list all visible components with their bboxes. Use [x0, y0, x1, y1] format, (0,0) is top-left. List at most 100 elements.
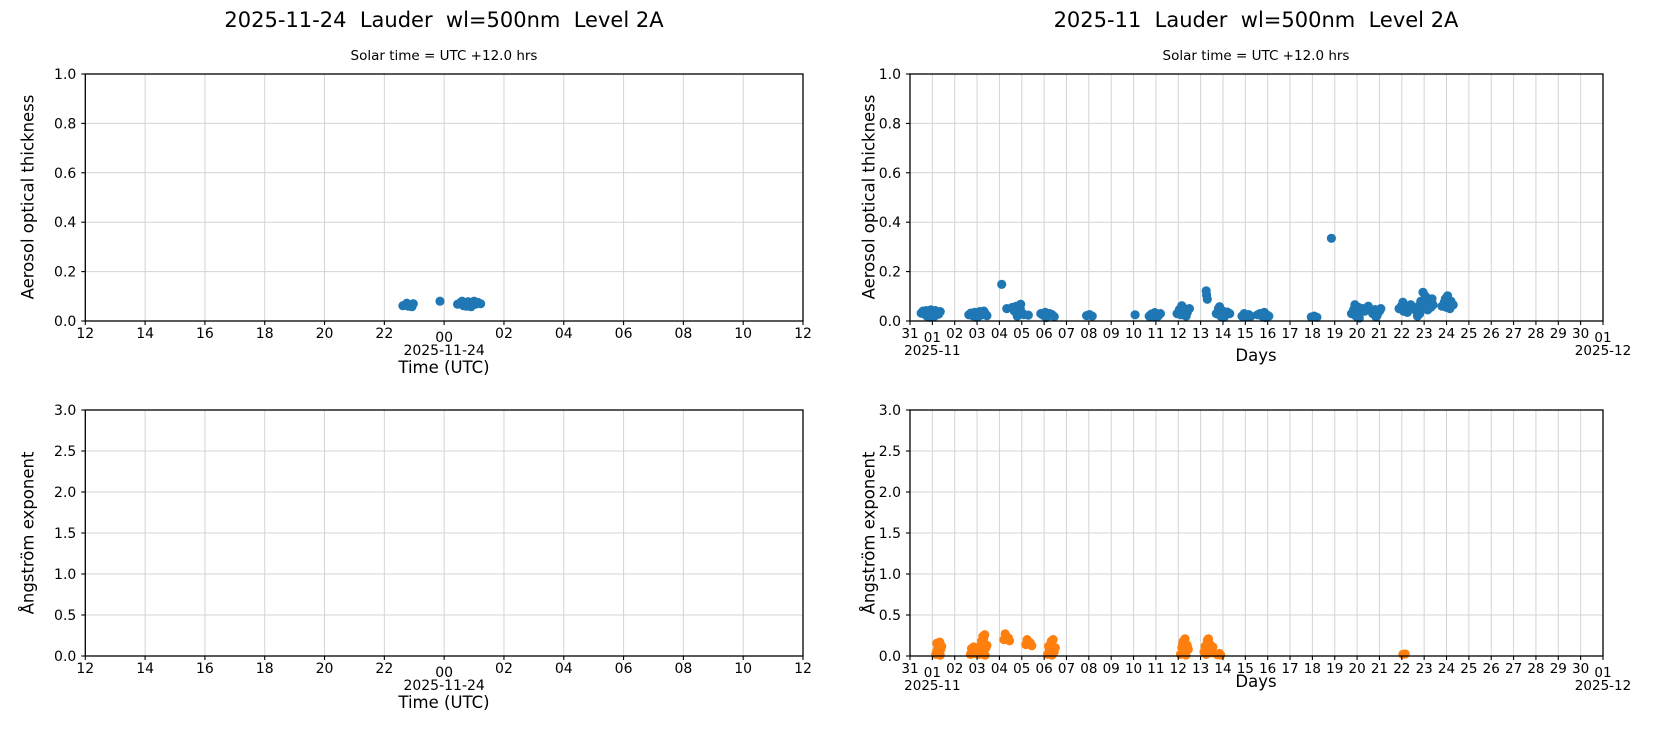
tick-label: 08 [674, 326, 692, 342]
data-point [1208, 642, 1218, 652]
tick-label: 04 [555, 326, 573, 342]
data-point [1326, 233, 1336, 243]
tick-label: 18 [1304, 661, 1321, 677]
top-left-subtitle: Solar time = UTC +12.0 hrs [350, 48, 538, 64]
tick-date-label: 2025-11 [904, 343, 960, 359]
tick-label: 2.0 [54, 485, 76, 501]
tick-label: 2.5 [54, 444, 76, 460]
tick-label: 1.0 [879, 67, 901, 83]
tick-label: 29 [1550, 326, 1567, 342]
data-point [1177, 301, 1187, 311]
tick-label: 12 [794, 661, 812, 677]
tick-label: 01 [924, 665, 941, 681]
top-left-title: 2025-11-24 Lauder wl=500nm Level 2A [224, 8, 664, 32]
tick-label: 28 [1527, 661, 1544, 677]
data-point [1027, 641, 1037, 651]
tick-label: 10 [1125, 661, 1142, 677]
tick-label: 30 [1572, 326, 1589, 342]
tick-label: 2.0 [879, 485, 901, 501]
data-point [1219, 312, 1229, 322]
tick-label: 0.4 [879, 215, 901, 231]
data-point [462, 301, 472, 311]
tick-label: 18 [1304, 326, 1321, 342]
data-point [1412, 311, 1423, 321]
tick-label: 25 [1460, 326, 1477, 342]
data-point [1376, 304, 1386, 314]
tick-label: 0.0 [54, 649, 76, 665]
tick-label: 14 [136, 661, 154, 677]
bottom-left-x-axis-label: Time (UTC) [398, 693, 490, 712]
tick-label: 22 [375, 661, 393, 677]
tick-label: 05 [1013, 326, 1030, 342]
tick-label: 31 [901, 661, 918, 677]
tick-label: 14 [136, 326, 154, 342]
data-point [1087, 311, 1097, 321]
data-point [1354, 313, 1364, 323]
data-point [1041, 312, 1051, 323]
tick-label: 0.0 [879, 314, 901, 330]
data-point [1016, 299, 1026, 309]
tick-label: 3.0 [54, 403, 76, 419]
tick-label: 28 [1527, 326, 1544, 342]
tick-label: 21 [1371, 661, 1388, 677]
tick-label: 0.8 [879, 116, 901, 132]
tick-label: 16 [1259, 326, 1276, 342]
tick-label: 16 [1259, 661, 1276, 677]
tick-label: 19 [1326, 326, 1343, 342]
tick-date-label: 2025-12 [1575, 343, 1631, 359]
data-point [435, 296, 445, 306]
data-point [1215, 302, 1225, 312]
bottom-right-x-axis-label: Days [1235, 672, 1277, 691]
data-point [978, 631, 988, 641]
tick-label: 17 [1281, 661, 1298, 677]
tick-label: 26 [1483, 326, 1500, 342]
tick-label: 07 [1058, 661, 1075, 677]
tick-label: 25 [1460, 661, 1477, 677]
tick-label: 00 [435, 665, 453, 681]
data-point [407, 302, 417, 312]
tick-label: 13 [1192, 661, 1209, 677]
data-point [1181, 311, 1191, 321]
tick-label: 10 [734, 326, 752, 342]
tick-label: 08 [674, 661, 692, 677]
data-point [1406, 300, 1416, 310]
tick-label: 12 [1170, 661, 1187, 677]
tick-label: 03 [968, 326, 985, 342]
tick-date-label: 2025-11-24 [403, 343, 484, 359]
tick-label: 1.5 [879, 526, 901, 542]
tick-label: 26 [1483, 661, 1500, 677]
tick-label: 12 [794, 326, 812, 342]
bottom-right-y-axis-label: Ångström exponent [859, 451, 879, 615]
tick-label: 27 [1505, 661, 1522, 677]
data-point [1216, 650, 1226, 660]
tick-label: 06 [615, 661, 633, 677]
bottom-left-y-axis-label: Ångström exponent [18, 451, 38, 615]
tick-label: 0.6 [54, 166, 76, 182]
tick-label: 22 [1393, 326, 1410, 342]
top-right-subtitle: Solar time = UTC +12.0 hrs [1162, 48, 1350, 64]
tick-label: 0.0 [879, 649, 901, 665]
tick-date-label: 2025-11-24 [403, 678, 484, 694]
tick-label: 03 [968, 661, 985, 677]
tick-label: 04 [555, 661, 573, 677]
tick-label: 10 [1125, 326, 1142, 342]
tick-label: 06 [1036, 661, 1053, 677]
tick-label: 17 [1281, 326, 1298, 342]
tick-label: 16 [196, 661, 214, 677]
data-point [1350, 300, 1360, 310]
tick-label: 0.6 [879, 166, 901, 182]
tick-label: 14 [1214, 661, 1231, 677]
data-point [1184, 304, 1194, 314]
tick-label: 09 [1103, 326, 1120, 342]
data-point [1046, 636, 1056, 646]
tick-label: 06 [615, 326, 633, 342]
tick-label: 01 [1594, 330, 1611, 346]
tick-label: 0.5 [54, 608, 76, 624]
tick-label: 22 [1393, 661, 1410, 677]
data-point [1047, 650, 1057, 660]
tick-label: 13 [1192, 326, 1209, 342]
data-point [1049, 312, 1059, 322]
tick-label: 06 [1036, 326, 1053, 342]
